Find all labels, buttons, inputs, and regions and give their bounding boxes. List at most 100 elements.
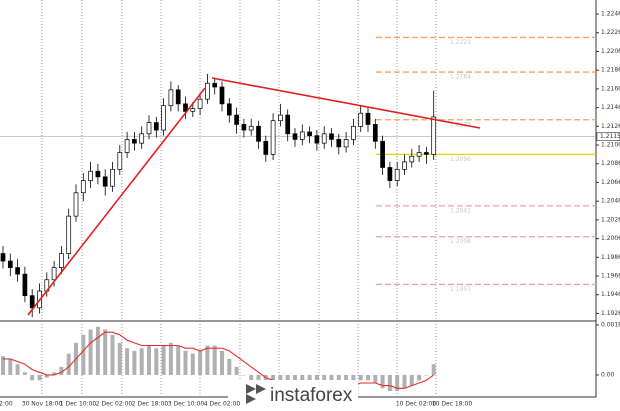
logo-icon (246, 384, 266, 404)
y-tick-label: 1.2206 (601, 48, 620, 55)
histogram-bar (373, 374, 378, 383)
x-tick-label: 1 Dec 10:00 (60, 401, 97, 408)
histogram-bar (168, 342, 173, 375)
candle-body (190, 108, 196, 112)
candle-body (336, 139, 342, 148)
candle-body (431, 116, 437, 155)
histogram-bar (417, 374, 422, 381)
x-tick-label: 10 Dec 02:00 (396, 401, 437, 408)
candle-body (124, 139, 130, 153)
candle-body (263, 140, 269, 155)
candle-body (146, 122, 152, 135)
histogram-bar (241, 374, 246, 376)
histogram-bar (358, 374, 363, 381)
histogram-bar (117, 342, 122, 375)
candle-body (219, 86, 225, 105)
y-tick-label: 1.2026 (601, 216, 620, 223)
histogram-bar (1, 356, 5, 375)
candle-body (314, 135, 320, 144)
watermark-logo (246, 384, 266, 404)
histogram-bar (285, 374, 290, 383)
candle-body (424, 152, 429, 155)
candle-body (365, 112, 371, 125)
candle-body (197, 98, 203, 109)
candle-body (270, 120, 276, 155)
candle-body (102, 176, 108, 187)
trend-line (27, 87, 206, 316)
histogram-bar (234, 366, 239, 375)
histogram-bar (183, 350, 188, 375)
candle-body (256, 125, 261, 142)
histogram-bar (66, 353, 71, 375)
level-label: 1.1957 (450, 286, 471, 293)
x-tick-label: 30 Nov 18:00 (22, 401, 63, 408)
x-tick-label: 02:00 (0, 401, 13, 408)
histogram-bar (110, 334, 115, 375)
candle-body (110, 169, 115, 187)
candle-body (241, 124, 247, 131)
candle-body (51, 267, 57, 281)
histogram-bar (154, 348, 159, 375)
candle-body (73, 192, 79, 217)
histogram-bar (366, 374, 370, 381)
trend-line (211, 77, 481, 129)
y-tick-label: 1.2046 (601, 198, 620, 205)
histogram-bar (59, 366, 64, 375)
candle-body (153, 122, 159, 131)
candle-body (15, 267, 20, 275)
histogram-bar (52, 372, 57, 375)
histogram-bar (103, 329, 108, 375)
candle-body (321, 133, 327, 144)
histogram-bar (95, 326, 100, 375)
candle-body (394, 169, 400, 181)
candle-body (278, 114, 283, 122)
y-tick-label: 1.2186 (601, 67, 620, 74)
candle-body (292, 133, 298, 140)
candle-body (66, 215, 72, 254)
histogram-bar (15, 364, 20, 375)
histogram-bar (278, 374, 283, 383)
last-price-tag (596, 132, 620, 141)
histogram-bar (44, 374, 49, 378)
histogram-bar (30, 374, 35, 381)
candle-body (168, 89, 174, 107)
candle-body (7, 260, 13, 268)
histogram-bar (212, 345, 217, 375)
candle-body (380, 140, 385, 168)
watermark-bg (228, 380, 358, 410)
histogram-bar (8, 358, 13, 375)
y-tick-label: 1.2106 (601, 142, 620, 149)
candle-body (372, 124, 378, 142)
histogram-bar (147, 345, 151, 375)
histogram-bar (198, 350, 203, 375)
y-tick-label: 1.1966 (601, 273, 620, 280)
y-tick-label: 1.2086 (601, 160, 620, 167)
histogram-bar (125, 348, 130, 375)
candle-body (212, 82, 218, 88)
signal-line (3, 331, 435, 389)
watermark: instaforex (270, 385, 353, 406)
histogram-bar (220, 350, 224, 375)
histogram-bar (409, 374, 414, 386)
histogram-bar (431, 364, 436, 375)
x-tick-label: 10 Dec 18:00 (432, 401, 473, 408)
histogram-bar (227, 358, 232, 375)
x-tick-label: 2 Dec 18:00 (132, 401, 169, 408)
candle-body (132, 139, 137, 144)
last-price-label: 1.2115 (600, 133, 620, 140)
y-tick-label: 1.1986 (601, 254, 620, 261)
histogram-bar (161, 345, 166, 375)
y-tick-label: 1.1946 (601, 291, 620, 298)
histogram-bar (387, 374, 392, 391)
y-tick-label: 1.2006 (601, 235, 620, 242)
level-label: 1.2041 (450, 207, 471, 214)
y-tick-label: 1.2126 (601, 123, 620, 130)
histogram-bar (139, 348, 144, 375)
candle-body (402, 161, 407, 170)
candle-body (285, 114, 291, 135)
level-label: 1.2221 (450, 39, 471, 46)
histogram-bar (424, 374, 429, 376)
candle-body (226, 103, 232, 116)
